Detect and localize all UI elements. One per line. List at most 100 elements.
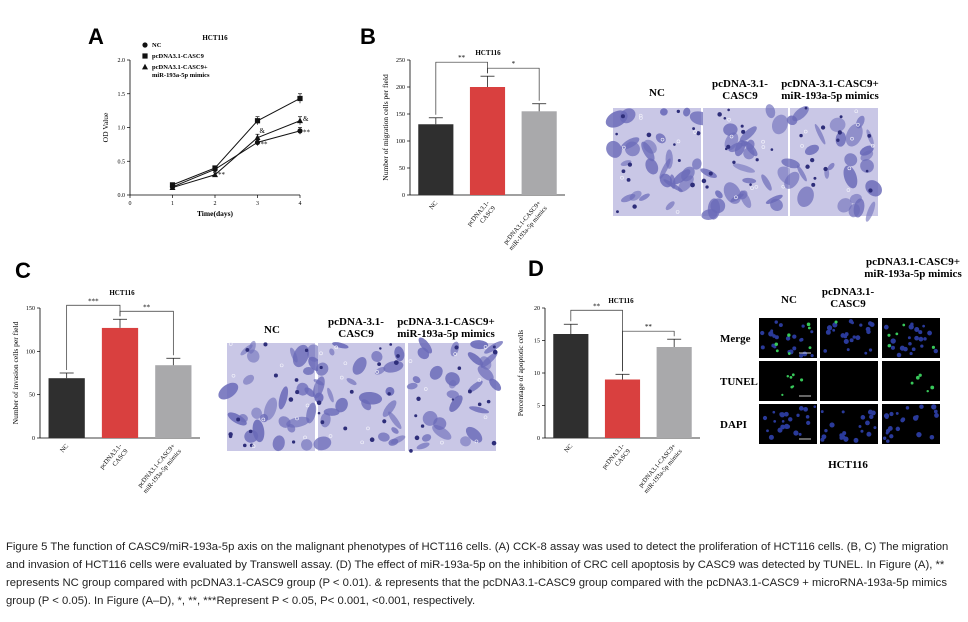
stained-cell	[445, 372, 460, 386]
figure-canvas: A HCT116 0.0 0.5 1.0 1.5 2.0 0 1 2 3 4 Time(days) OD …	[11, 24, 962, 495]
dapi-nucleus	[901, 417, 906, 422]
bar-1	[101, 327, 139, 438]
cell-nucleus	[727, 108, 730, 112]
y-axis-label: Number of invasion cells per field	[11, 321, 20, 424]
dapi-nucleus	[866, 431, 872, 437]
cell-nucleus	[389, 343, 393, 346]
data-point-1	[212, 165, 218, 171]
cell-nucleus	[717, 112, 722, 117]
x-tick-label: 3	[256, 201, 259, 207]
stained-cell	[412, 376, 421, 384]
dapi-nucleus	[825, 329, 831, 335]
membrane-pore	[856, 122, 860, 127]
tunel-positive-cell	[807, 326, 811, 330]
stained-cell	[388, 438, 399, 446]
cell-nucleus	[701, 178, 707, 184]
dapi-nucleus	[792, 346, 797, 351]
y-tick-label: 15	[534, 339, 540, 345]
cell-nucleus	[492, 349, 498, 355]
cell-nucleus	[632, 204, 637, 209]
cell-nucleus	[295, 390, 300, 395]
significance-bracket	[435, 61, 488, 115]
caption-text: Figure 5 The function of CASC9/miR-193a-…	[6, 541, 949, 607]
legend-label-2: pcDNA3.1-CASC9+ miR-193a-5p mimics	[152, 64, 210, 79]
micrograph-c-mimics	[406, 337, 504, 453]
tunel-positive-cell	[910, 381, 914, 385]
image-background	[820, 361, 878, 401]
micrograph-b-mimics	[781, 106, 882, 222]
panel-d-images: NC pcDNA3.1-CASC9 pcDNA3.1-CASC9+ miR-193a-…	[720, 256, 962, 471]
dapi-nucleus	[843, 334, 848, 339]
stained-cell	[804, 144, 819, 156]
cell-nucleus	[416, 396, 421, 401]
dapi-nucleus	[848, 319, 854, 324]
dapi-nucleus	[799, 353, 804, 358]
data-point-2	[212, 171, 218, 178]
dapi-nucleus	[889, 434, 894, 439]
dapi-nucleus	[798, 406, 804, 411]
stained-cell	[332, 342, 349, 349]
cell-nucleus	[741, 129, 746, 134]
cell-nucleus	[811, 182, 816, 187]
image-header-casc9: pcDNA-3.1-CASC9	[712, 78, 768, 102]
dapi-nucleus	[915, 414, 919, 419]
bar-2	[155, 365, 192, 438]
stained-cell	[422, 411, 438, 426]
stained-cell	[645, 158, 659, 175]
stained-cell	[290, 347, 298, 363]
stained-cell	[315, 362, 329, 376]
dapi-nucleus	[864, 351, 868, 355]
tunel-positive-cell	[902, 323, 906, 327]
stained-cell	[296, 382, 309, 396]
y-axis-label: Number of migration cells per field	[381, 74, 390, 181]
stained-cell	[382, 400, 397, 417]
tunel-positive-cell	[887, 333, 891, 337]
stained-cell	[421, 434, 432, 442]
membrane-pore	[693, 130, 697, 135]
cell-nucleus	[770, 148, 774, 151]
membrane-pore	[803, 129, 808, 134]
stained-cell	[683, 107, 691, 117]
image-background	[882, 361, 940, 401]
membrane-pore	[474, 439, 479, 444]
significance-annotation: &	[303, 115, 309, 123]
cell-nucleus	[228, 434, 233, 439]
stained-cell	[448, 379, 457, 389]
membrane-pore	[228, 342, 233, 346]
dapi-nucleus	[886, 439, 890, 443]
stained-cell	[792, 106, 809, 122]
cell-nucleus	[236, 417, 241, 422]
fluorescence-image	[820, 404, 878, 444]
y-tick-label: 2.0	[118, 58, 126, 64]
stained-cell	[844, 153, 858, 167]
chart-title: HCT116	[109, 289, 135, 297]
image-header-mimics: pcDNA3.1-CASC9+ miR-193a-5p mimics	[864, 256, 962, 280]
cell-nucleus	[823, 166, 828, 172]
y-tick-label: 1.0	[118, 126, 126, 132]
row-label-tunel: TUNEL	[720, 376, 758, 388]
y-tick-label: 50	[29, 393, 35, 399]
stained-cell	[829, 117, 846, 133]
tunel-positive-cell	[786, 374, 790, 378]
cell-nucleus	[723, 116, 727, 120]
cell-nucleus	[414, 414, 418, 418]
stained-cell	[477, 365, 494, 381]
membrane-pore	[251, 444, 256, 448]
row-label-dapi: DAPI	[720, 419, 747, 431]
cell-nucleus	[805, 164, 810, 169]
tunel-positive-cell	[834, 320, 838, 324]
dapi-nucleus	[855, 335, 861, 341]
cell-nucleus	[755, 158, 759, 162]
membrane-pore	[850, 136, 854, 141]
stained-cell	[391, 427, 399, 434]
stained-cell	[314, 392, 324, 403]
x-tick-label: 0	[129, 201, 132, 207]
dapi-nucleus	[800, 337, 804, 342]
dapi-nucleus	[907, 336, 911, 340]
bar-2	[656, 347, 692, 438]
membrane-pore	[453, 352, 457, 356]
membrane-pore	[328, 434, 333, 438]
tunel-positive-cell	[806, 322, 811, 327]
data-point-0	[297, 128, 303, 134]
dapi-nucleus	[858, 424, 862, 428]
